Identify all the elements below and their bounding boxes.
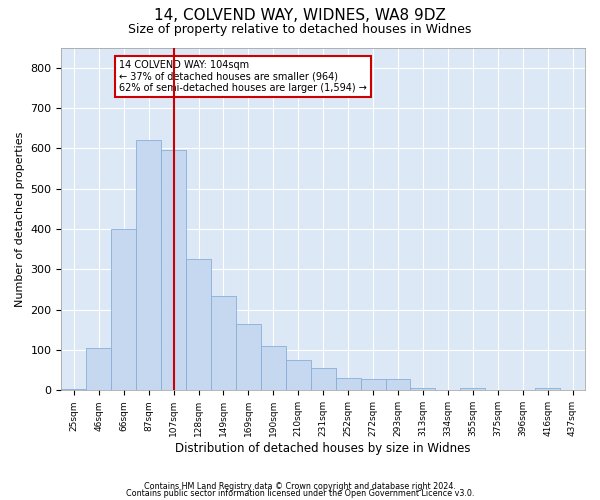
X-axis label: Distribution of detached houses by size in Widnes: Distribution of detached houses by size … xyxy=(175,442,471,455)
Bar xyxy=(460,388,485,390)
Text: Contains HM Land Registry data © Crown copyright and database right 2024.: Contains HM Land Registry data © Crown c… xyxy=(144,482,456,491)
Bar xyxy=(61,389,86,390)
Bar xyxy=(111,229,136,390)
Bar xyxy=(410,388,436,390)
Bar xyxy=(386,380,410,390)
Bar xyxy=(311,368,335,390)
Bar xyxy=(186,260,211,390)
Bar xyxy=(335,378,361,390)
Y-axis label: Number of detached properties: Number of detached properties xyxy=(15,131,25,306)
Text: 14, COLVEND WAY, WIDNES, WA8 9DZ: 14, COLVEND WAY, WIDNES, WA8 9DZ xyxy=(154,8,446,22)
Bar xyxy=(86,348,111,391)
Text: Size of property relative to detached houses in Widnes: Size of property relative to detached ho… xyxy=(128,22,472,36)
Bar xyxy=(261,346,286,391)
Bar xyxy=(161,150,186,390)
Text: Contains public sector information licensed under the Open Government Licence v3: Contains public sector information licen… xyxy=(126,490,474,498)
Bar xyxy=(361,380,386,390)
Text: 14 COLVEND WAY: 104sqm
← 37% of detached houses are smaller (964)
62% of semi-de: 14 COLVEND WAY: 104sqm ← 37% of detached… xyxy=(119,60,367,93)
Bar xyxy=(286,360,311,390)
Bar xyxy=(211,296,236,390)
Bar xyxy=(236,324,261,390)
Bar xyxy=(136,140,161,390)
Bar xyxy=(535,388,560,390)
